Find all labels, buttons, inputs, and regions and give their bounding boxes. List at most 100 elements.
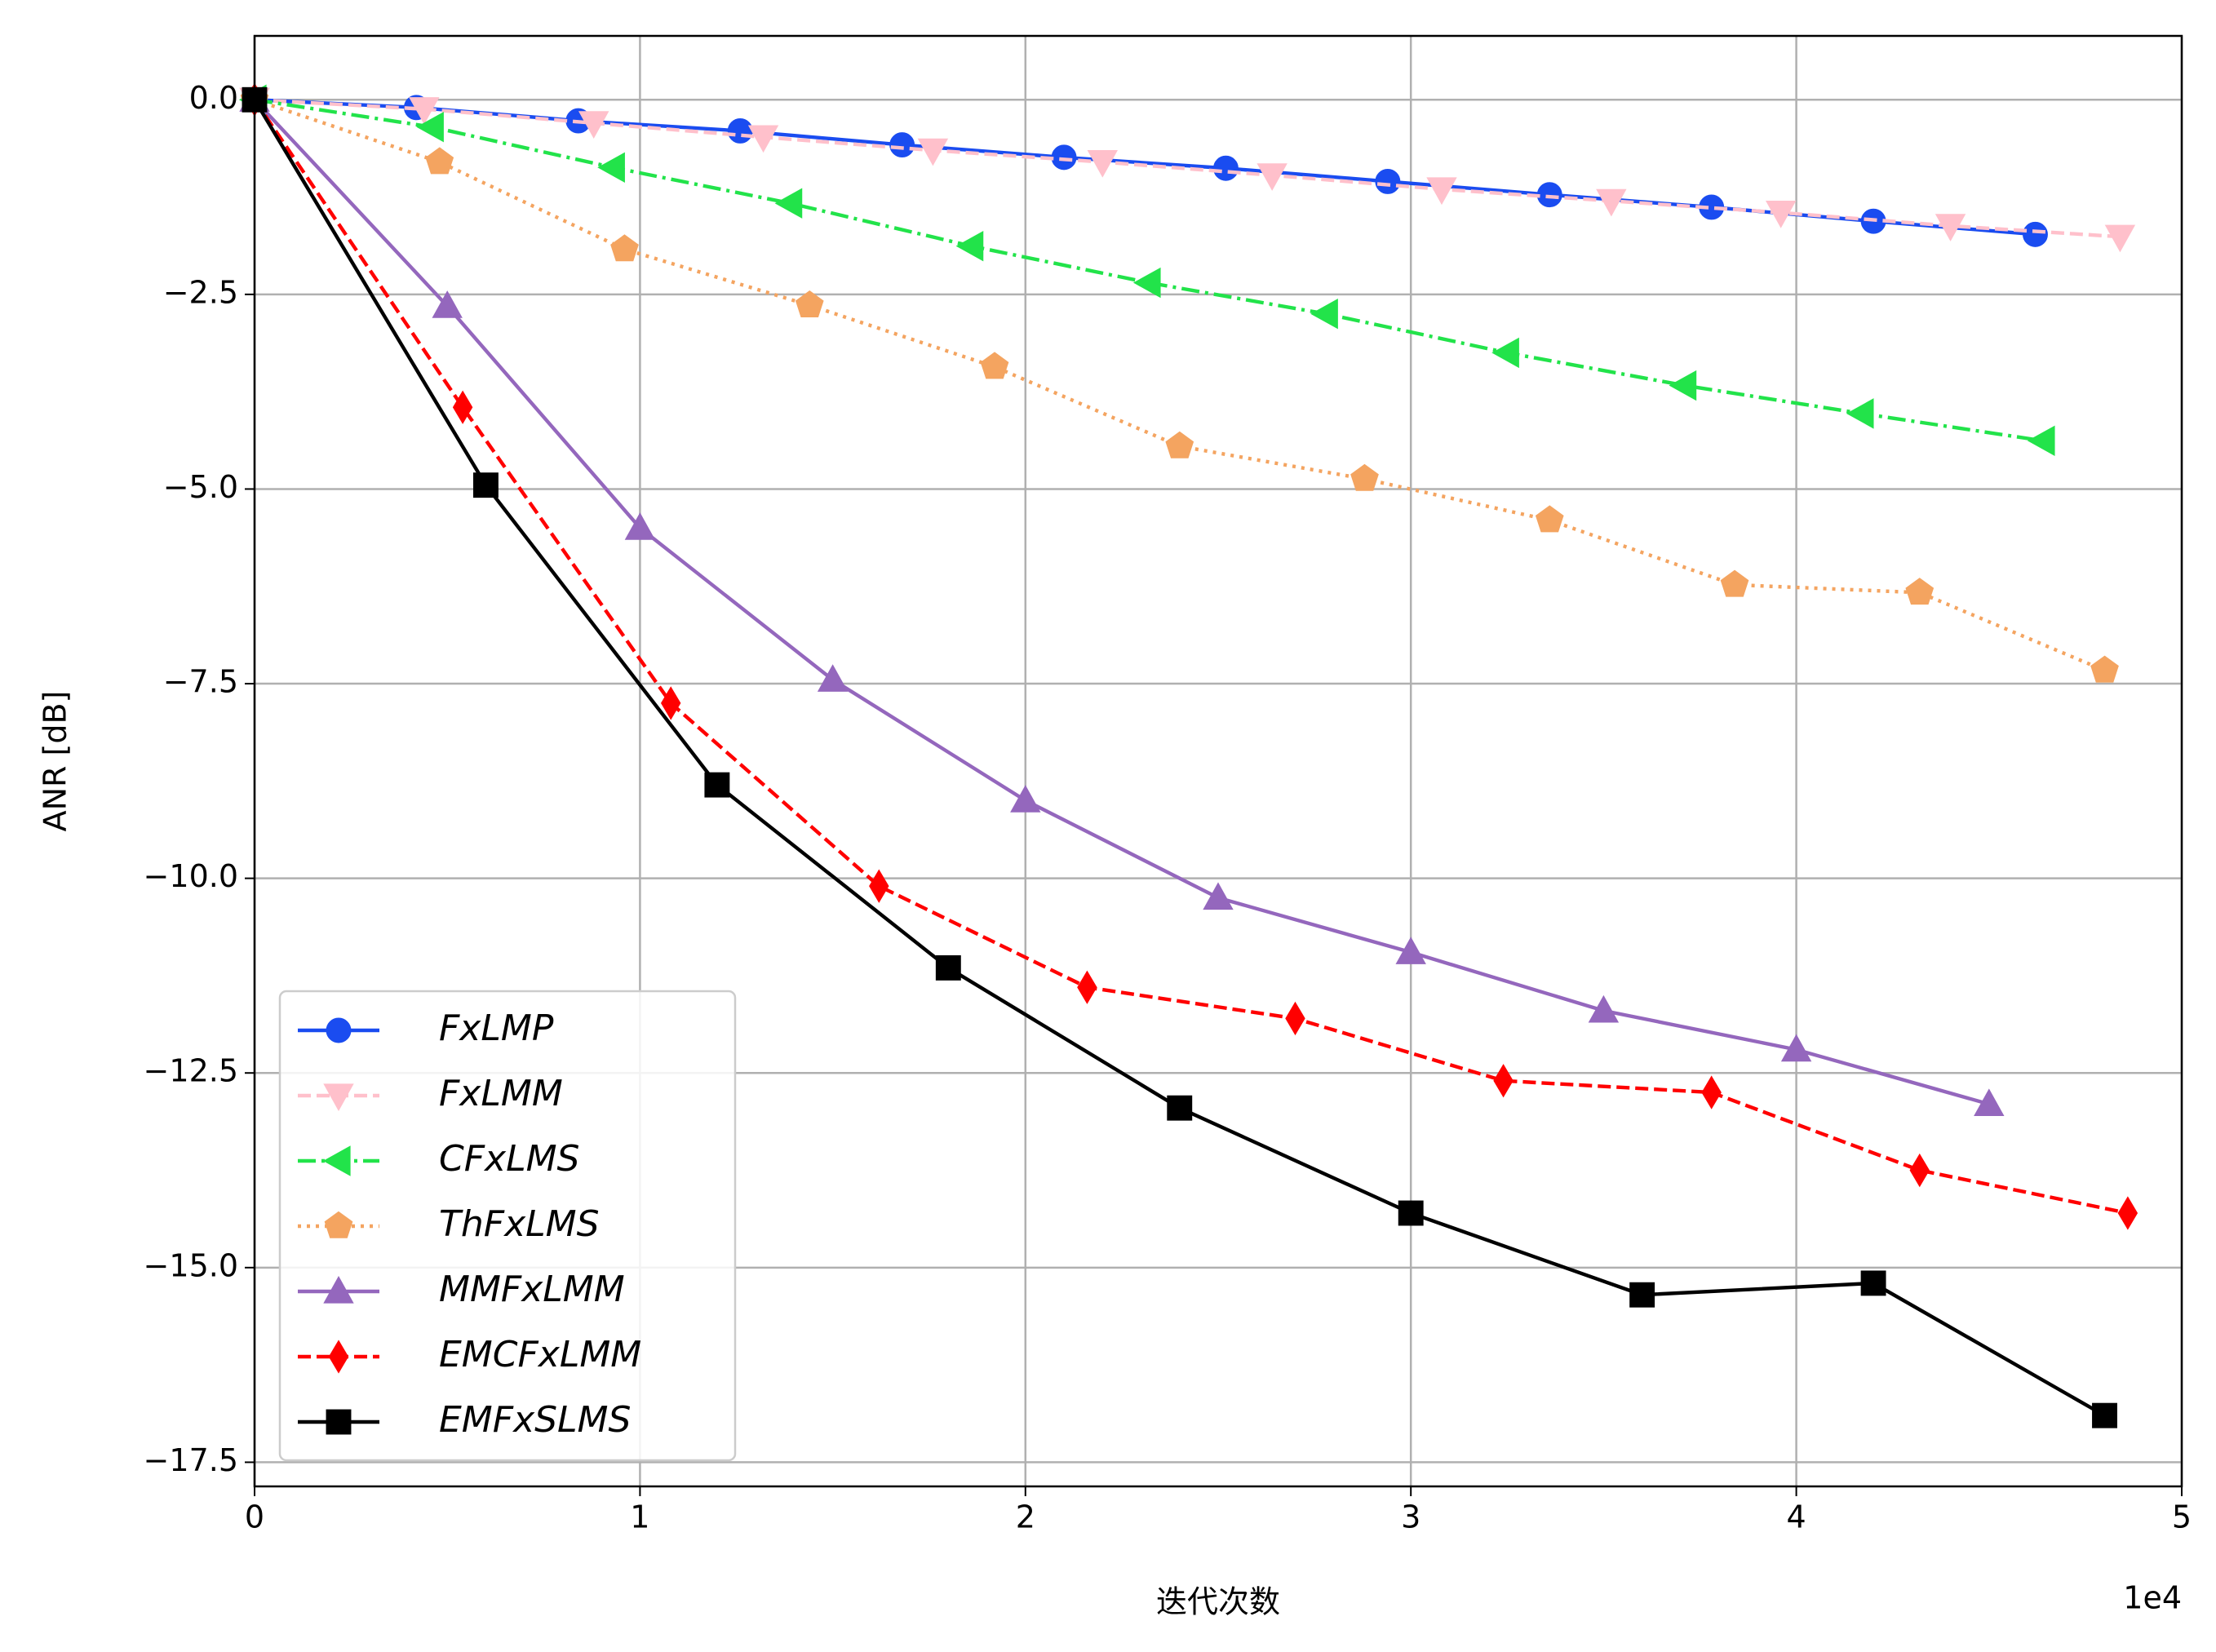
marker: [452, 390, 473, 424]
legend-label: CFxLMS: [439, 1138, 579, 1180]
marker: [2117, 1196, 2138, 1230]
legend-marker: [322, 1145, 351, 1176]
marker: [1167, 1095, 1193, 1121]
marker: [1974, 1088, 2005, 1117]
marker: [727, 117, 753, 144]
legend-marker: [326, 1409, 352, 1435]
marker: [2023, 221, 2048, 247]
marker: [660, 686, 681, 720]
legend-box: [278, 990, 737, 1462]
marker: [624, 512, 656, 540]
marker: [1491, 337, 1519, 369]
marker: [1629, 1282, 1655, 1308]
marker: [917, 138, 949, 166]
marker: [955, 230, 984, 262]
marker: [1766, 201, 1797, 228]
series-line: [253, 98, 1990, 1106]
y-tick-label: −2.5: [163, 274, 238, 310]
marker: [1909, 1153, 1930, 1188]
series-line: [254, 98, 2106, 672]
marker: [2090, 655, 2119, 683]
legend-label: MMFxLMM: [439, 1269, 625, 1310]
plot-frame: [253, 34, 2183, 1488]
marker: [869, 869, 889, 903]
marker: [578, 111, 609, 139]
y-tick-label: −12.5: [144, 1053, 238, 1089]
marker: [1395, 937, 1426, 964]
marker: [2027, 425, 2055, 456]
y-tick-label: 0.0: [189, 80, 238, 116]
marker: [409, 97, 440, 125]
marker: [472, 472, 499, 498]
marker: [817, 664, 849, 692]
marker: [1203, 882, 1234, 910]
y-axis-label: ANR [dB]: [38, 691, 73, 832]
marker: [774, 188, 803, 219]
x-offset-label: 1e4: [2123, 1580, 2182, 1616]
x-axis-label: 迭代次数: [1156, 1584, 1280, 1620]
marker: [1398, 1200, 1424, 1226]
x-tick-label: 2: [1016, 1499, 1035, 1535]
marker: [1010, 785, 1041, 813]
y-tick-label: −5.0: [163, 469, 238, 505]
marker: [1212, 155, 1239, 181]
marker: [1780, 1034, 1812, 1062]
series-line: [253, 99, 2129, 1216]
marker: [747, 125, 779, 153]
y-tick-label: −10.0: [144, 858, 238, 894]
marker: [1536, 182, 1562, 208]
marker: [1588, 994, 1620, 1023]
legend-marker: [326, 1017, 352, 1043]
marker: [416, 111, 444, 143]
marker: [2092, 1402, 2117, 1428]
legend-marker: [323, 1275, 354, 1304]
x-tick-label: 5: [2172, 1499, 2192, 1535]
marker: [597, 152, 625, 183]
legend-label: FxLMP: [439, 1008, 554, 1049]
legend-marker: [328, 1340, 349, 1374]
marker: [432, 290, 463, 318]
marker: [1256, 163, 1287, 191]
x-tick-label: 4: [1787, 1499, 1806, 1535]
legend-marker: [323, 1083, 354, 1112]
legend-label: EMCFxLMM: [439, 1334, 641, 1375]
y-tick-label: −7.5: [163, 664, 238, 700]
x-tick-label: 3: [1401, 1499, 1420, 1535]
y-tick-label: −15.0: [144, 1247, 238, 1283]
marker: [980, 352, 1009, 379]
marker: [889, 132, 915, 158]
marker: [610, 234, 639, 262]
legend-marker: [324, 1211, 353, 1238]
legend-label: ThFxLMS: [439, 1203, 600, 1245]
marker: [1720, 569, 1749, 597]
marker: [795, 290, 824, 317]
marker: [935, 954, 961, 981]
x-tick-label: 0: [245, 1499, 264, 1535]
marker: [1132, 267, 1161, 299]
marker: [2104, 224, 2136, 253]
legend-label: FxLMM: [439, 1073, 563, 1114]
marker: [1669, 370, 1697, 401]
marker: [425, 147, 454, 175]
series-line: [254, 98, 2121, 239]
marker: [1905, 578, 1935, 605]
marker: [704, 772, 730, 798]
marker: [1701, 1075, 1722, 1109]
y-tick-label: −17.5: [144, 1442, 238, 1478]
marker: [1596, 188, 1627, 217]
marker: [1077, 970, 1097, 1004]
marker: [1426, 177, 1457, 206]
marker: [1350, 463, 1379, 491]
marker: [1310, 299, 1338, 330]
marker: [1535, 505, 1564, 533]
marker: [1860, 1270, 1886, 1296]
x-tick-label: 1: [630, 1499, 649, 1535]
marker: [1935, 214, 1966, 241]
marker: [1493, 1064, 1514, 1098]
marker: [1285, 1001, 1305, 1036]
marker: [1375, 169, 1401, 194]
marker: [1846, 398, 1874, 429]
legend-label: EMFxSLMS: [439, 1399, 631, 1441]
